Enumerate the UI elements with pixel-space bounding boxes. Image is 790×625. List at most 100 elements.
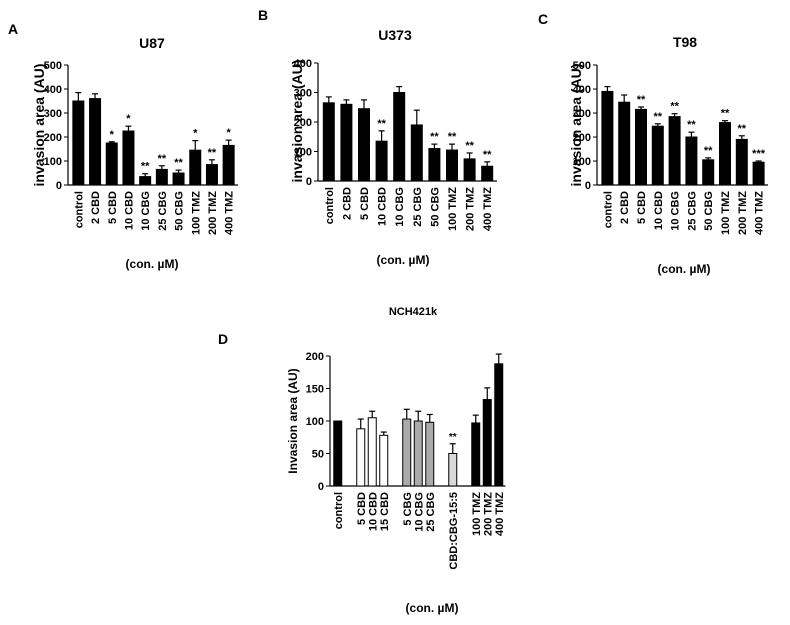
bar (139, 176, 152, 186)
panel-a-u87: A U87 invasion area (AU) (con. µM) 0 100 2… (8, 21, 238, 271)
significance-marker: ** (687, 119, 696, 131)
x-category-label: control (602, 191, 614, 228)
bar (635, 108, 647, 186)
y-axis-label: invasion area (AU) (289, 60, 305, 183)
x-category-label: 5 CBD (636, 191, 648, 224)
x-category-label: 50 CBG (703, 191, 715, 231)
significance-marker: * (126, 113, 131, 125)
bar (410, 124, 423, 182)
y-axis-label: Invasion area (AU) (286, 368, 300, 473)
significance-marker: ** (670, 101, 679, 113)
y-tick-label: 100 (44, 156, 62, 168)
x-category-label: 25 CBG (157, 191, 169, 231)
chart-title: U87 (139, 35, 165, 51)
x-unit-label: (con. µM) (658, 262, 711, 276)
y-tick-label: 200 (573, 132, 591, 144)
bar (393, 92, 406, 182)
x-category-label: control (333, 492, 345, 529)
bar (482, 399, 492, 487)
bar (494, 363, 504, 487)
bar (685, 136, 698, 186)
bar (446, 149, 458, 182)
bar (189, 149, 202, 186)
bar (340, 103, 353, 182)
bar (481, 165, 494, 182)
x-category-label: 5 CBD (359, 187, 371, 220)
significance-marker: ** (483, 149, 492, 161)
significance-marker: ** (738, 123, 747, 135)
x-category-label: 25 CBG (425, 492, 437, 532)
y-tick-label: 500 (573, 60, 591, 72)
panel-letter: D (218, 331, 228, 347)
significance-marker: ** (141, 161, 150, 173)
y-tick-label: 400 (573, 84, 591, 96)
panel-c-t98: C T98 invasion area (AU) (con. µM) 0 100 2… (538, 11, 768, 276)
x-category-label: 200 TMZ (207, 191, 219, 235)
bar (89, 98, 102, 186)
x-category-label: control (324, 187, 336, 224)
x-category-label: 10 CBD (377, 187, 389, 226)
significance-marker: ** (430, 131, 439, 143)
x-category-label: 50 CBG (429, 187, 441, 227)
x-unit-label: (con. µM) (377, 253, 430, 267)
bar (448, 453, 458, 487)
x-category-label: 5 CBD (107, 191, 119, 224)
plot-area: 0 100 200 300 400 control 2 CBD 5 CBD ** 10 CBD 10… (294, 58, 497, 231)
x-category-label: 5 CBG (402, 492, 414, 526)
significance-marker: ** (654, 111, 663, 123)
bar (651, 125, 664, 186)
x-category-label: 50 CBG (174, 191, 186, 231)
significance-marker: ** (637, 94, 646, 106)
panel-letter: C (538, 11, 548, 27)
bar (668, 116, 681, 186)
y-tick-label: 300 (294, 88, 312, 100)
x-category-label: 10 CBG (394, 187, 406, 227)
y-tick-label: 400 (294, 58, 312, 70)
y-tick-label: 50 (312, 449, 324, 461)
bar (367, 417, 377, 487)
y-tick-label: 200 (306, 351, 324, 363)
panel-d-nch421k: D NCH421k Invasion area (AU) (con. µM) 0… (218, 306, 506, 615)
y-tick-label: 0 (56, 180, 62, 192)
x-category-label: 10 CBG (140, 191, 152, 231)
plot-area: 0 50 100 150 200 control 5 CBD 10 CBD 15 CBD 5 CB… (306, 351, 506, 570)
y-tick-label: 100 (573, 156, 591, 168)
x-category-label: 10 CBD (123, 191, 135, 230)
y-axis-label: invasion area (AU) (568, 64, 584, 187)
bar (105, 142, 118, 186)
bar (428, 148, 441, 182)
bar (172, 172, 185, 186)
significance-marker: ** (704, 145, 713, 157)
x-category-label: 10 CBD (367, 492, 379, 531)
x-category-label: 100 TMZ (471, 492, 483, 536)
panel-letter: A (8, 21, 18, 37)
x-unit-label: (con. µM) (126, 257, 179, 271)
bar (735, 138, 748, 186)
chart-title: T98 (673, 34, 697, 50)
significance-marker: ** (174, 157, 183, 169)
significance-marker: * (193, 128, 198, 140)
bar (356, 428, 366, 487)
x-category-label: 2 CBD (341, 187, 353, 220)
x-category-label: 10 CBG (413, 492, 425, 532)
x-category-label: 2 CBD (619, 191, 631, 224)
significance-marker: ** (465, 140, 474, 152)
x-category-label: 400 TMZ (494, 492, 506, 536)
bar (463, 158, 476, 182)
chart-title: U373 (378, 27, 412, 43)
bar (425, 421, 435, 487)
x-category-label: 2 CBD (90, 191, 102, 224)
y-tick-label: 100 (306, 416, 324, 428)
panel-b-u373: B U373 invasion area (AU) (con. µM) 0 100… (258, 7, 497, 267)
x-category-label: control (73, 191, 85, 228)
significance-marker: ** (449, 432, 457, 443)
x-category-label: 100 TMZ (720, 191, 732, 235)
y-tick-label: 300 (573, 108, 591, 120)
plot-area: 0 100 200 300 400 500 control 2 CBD ** 5 CBD ** 10 … (573, 60, 768, 235)
significance-marker: ** (448, 131, 457, 143)
significance-marker: ** (208, 147, 217, 159)
x-category-label: 10 CBG (670, 191, 682, 231)
bar (155, 168, 168, 186)
x-category-label: 400 TMZ (224, 191, 236, 235)
